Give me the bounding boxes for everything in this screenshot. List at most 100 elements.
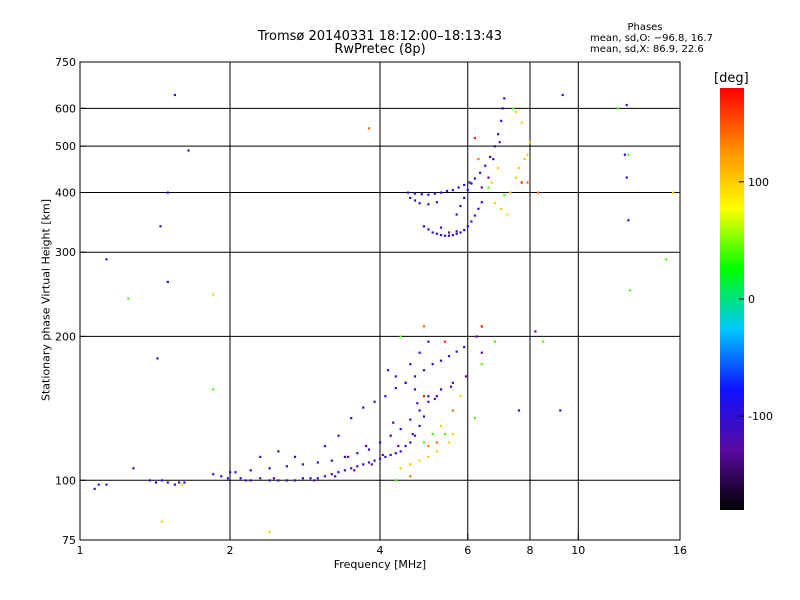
data-point [379, 441, 382, 444]
data-point [379, 457, 382, 460]
data-point [166, 280, 169, 284]
data-point [409, 196, 412, 199]
data-point [515, 110, 518, 113]
data-point [665, 258, 668, 261]
colorbar-tick-label: 0 [748, 293, 755, 306]
data-point [409, 475, 412, 478]
data-point [515, 176, 518, 179]
chart-subtitle: RwPretec (8p) [334, 42, 426, 57]
data-point [392, 421, 395, 424]
data-point [277, 450, 280, 453]
data-point [301, 463, 304, 466]
data-point [381, 453, 384, 457]
data-point [394, 375, 397, 378]
data-point [418, 459, 421, 462]
data-point [356, 452, 359, 455]
data-point [616, 107, 619, 110]
data-point [517, 409, 521, 412]
data-point [520, 121, 523, 124]
stats-x-mode: mean, sd,X: 86.9, 22.6 [590, 44, 704, 55]
data-point [439, 226, 443, 229]
stats-o-mode: mean, sd,O: −96.8, 16.7 [590, 33, 713, 44]
data-point [435, 395, 438, 398]
x-tick-label: 2 [227, 544, 234, 557]
data-point [500, 119, 503, 122]
colorbar-tick-label: -100 [748, 410, 773, 423]
data-point [301, 477, 304, 480]
data-point [468, 181, 471, 184]
data-point [409, 418, 412, 421]
data-point [463, 346, 466, 349]
data-point [413, 388, 417, 391]
data-point [413, 192, 417, 195]
data-point [309, 477, 312, 480]
y-tick-label: 400 [55, 186, 76, 199]
data-point [500, 207, 503, 210]
data-point [497, 167, 500, 170]
data-point [561, 93, 564, 97]
data-point [455, 350, 458, 353]
data-point [166, 191, 169, 194]
data-point [156, 357, 159, 360]
data-point [435, 450, 438, 453]
data-point [451, 234, 454, 237]
y-tick-label: 300 [55, 246, 76, 259]
data-point [473, 214, 476, 217]
data-point [493, 145, 496, 148]
data-point [480, 363, 483, 366]
data-point [431, 231, 434, 234]
y-tick-label: 500 [55, 140, 76, 153]
data-point [362, 406, 365, 409]
data-point [439, 359, 443, 362]
data-point [418, 424, 421, 427]
data-point [490, 181, 493, 184]
data-point [159, 225, 162, 228]
data-point [509, 191, 512, 194]
x-tick-label: 16 [673, 544, 687, 557]
data-point [370, 463, 373, 466]
data-point [334, 475, 337, 478]
data-point [459, 231, 462, 234]
data-point [347, 455, 350, 458]
data-point [487, 186, 490, 189]
data-point [343, 455, 346, 458]
data-point [373, 459, 376, 462]
data-point [409, 463, 412, 466]
data-point [451, 409, 454, 412]
data-point [337, 434, 340, 437]
data-point [439, 234, 443, 237]
data-point [173, 93, 176, 97]
data-point [212, 293, 215, 296]
data-point [249, 479, 252, 482]
data-point [451, 188, 454, 192]
data-point [493, 202, 496, 205]
data-point [439, 191, 443, 194]
data-point [350, 467, 353, 470]
data-point [384, 455, 387, 458]
data-point [487, 176, 490, 179]
data-point [445, 189, 449, 193]
data-point [373, 400, 376, 403]
data-point [399, 428, 402, 431]
colorbar-ticks: 100 0 -100 [739, 176, 773, 423]
data-point [268, 479, 271, 482]
data-point [455, 232, 458, 235]
data-point [285, 465, 288, 468]
data-point [323, 475, 326, 478]
data-point [337, 471, 340, 474]
data-point [435, 441, 438, 444]
data-point [431, 363, 434, 366]
data-point [399, 335, 402, 338]
data-point [367, 448, 371, 451]
x-tick-label: 10 [571, 544, 585, 557]
data-point [447, 441, 451, 444]
data-point [455, 213, 458, 216]
data-point [534, 330, 537, 333]
data-point [148, 479, 151, 482]
data-point [470, 182, 473, 185]
data-point [422, 225, 426, 228]
data-point [160, 520, 164, 523]
data-point [413, 434, 417, 437]
data-point [323, 444, 326, 448]
